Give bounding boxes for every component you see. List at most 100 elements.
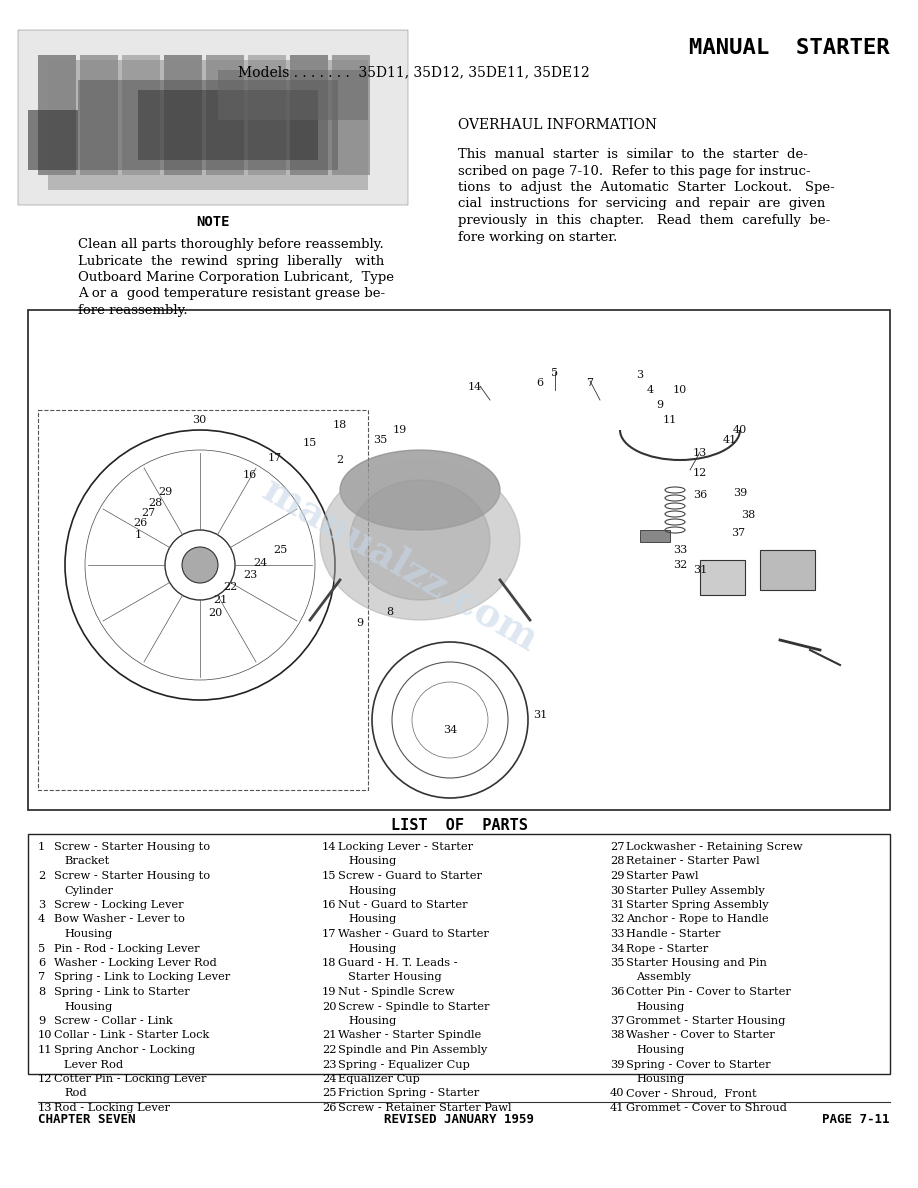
Text: Outboard Marine Corporation Lubricant,  Type: Outboard Marine Corporation Lubricant, T…	[78, 271, 394, 284]
Text: CHAPTER SEVEN: CHAPTER SEVEN	[38, 1113, 136, 1126]
Text: 26: 26	[322, 1102, 337, 1113]
Text: 18: 18	[322, 958, 337, 968]
Text: 27: 27	[141, 508, 155, 518]
Text: PAGE 7-11: PAGE 7-11	[823, 1113, 890, 1126]
Text: MANUAL  STARTER: MANUAL STARTER	[689, 38, 890, 58]
Text: 31: 31	[610, 901, 624, 910]
Bar	[122, 55, 160, 175]
Text: Guard - H. T. Leads -: Guard - H. T. Leads -	[338, 958, 458, 968]
Text: 15: 15	[322, 871, 337, 881]
Text: 29: 29	[158, 487, 173, 497]
Text: 23: 23	[322, 1060, 337, 1069]
Text: Housing: Housing	[64, 1001, 112, 1011]
Text: REVISED JANUARY 1959: REVISED JANUARY 1959	[384, 1113, 534, 1126]
Text: 39: 39	[610, 1060, 624, 1069]
Text: fore reassembly.: fore reassembly.	[78, 304, 187, 317]
Text: 39: 39	[733, 488, 747, 498]
Text: Screw - Retainer Starter Pawl: Screw - Retainer Starter Pawl	[338, 1102, 511, 1113]
Text: Spring - Cover to Starter: Spring - Cover to Starter	[626, 1060, 770, 1069]
Text: 31: 31	[532, 710, 547, 720]
Text: Cylinder: Cylinder	[64, 885, 113, 896]
Text: 22: 22	[322, 1045, 337, 1055]
Text: 23: 23	[243, 570, 257, 580]
Bar	[80, 55, 118, 175]
Text: 2: 2	[336, 455, 343, 465]
Text: 25: 25	[322, 1088, 337, 1099]
Text: 31: 31	[693, 565, 707, 575]
Text: Washer - Locking Lever Rod: Washer - Locking Lever Rod	[54, 958, 217, 968]
Text: 7: 7	[38, 973, 45, 982]
Text: Lever Rod: Lever Rod	[64, 1060, 123, 1069]
Text: 17: 17	[268, 453, 282, 463]
Text: Lockwasher - Retaining Screw: Lockwasher - Retaining Screw	[626, 842, 802, 852]
Text: 11: 11	[38, 1045, 52, 1055]
Text: 19: 19	[322, 987, 337, 997]
Text: 18: 18	[333, 421, 347, 430]
Text: manualzz.com: manualzz.com	[256, 470, 544, 659]
Bar	[206, 55, 244, 175]
Text: 14: 14	[322, 842, 337, 852]
Text: 35: 35	[610, 958, 624, 968]
Bar	[18, 30, 408, 206]
Text: 2: 2	[38, 871, 45, 881]
Text: 30: 30	[192, 415, 207, 425]
Text: Nut - Spindle Screw: Nut - Spindle Screw	[338, 987, 454, 997]
Bar	[38, 410, 368, 790]
Bar	[28, 110, 78, 170]
Bar	[48, 61, 368, 190]
Text: 24: 24	[322, 1074, 337, 1083]
Text: 41: 41	[610, 1102, 624, 1113]
Text: Washer - Starter Spindle: Washer - Starter Spindle	[338, 1030, 481, 1041]
Text: 40: 40	[610, 1088, 624, 1099]
Text: 35: 35	[373, 435, 387, 446]
Text: 14: 14	[468, 383, 482, 392]
Text: Pin - Rod - Locking Lever: Pin - Rod - Locking Lever	[54, 943, 199, 954]
Text: 38: 38	[610, 1030, 624, 1041]
Text: Housing: Housing	[348, 1016, 397, 1026]
Bar	[700, 560, 745, 595]
Text: Spring - Link to Starter: Spring - Link to Starter	[54, 987, 190, 997]
Text: Screw - Spindle to Starter: Screw - Spindle to Starter	[338, 1001, 489, 1011]
Text: Housing: Housing	[348, 943, 397, 954]
Text: Rod: Rod	[64, 1088, 86, 1099]
Text: 28: 28	[148, 498, 162, 508]
Text: 13: 13	[693, 448, 707, 459]
Bar	[78, 80, 338, 170]
Text: 6: 6	[38, 958, 45, 968]
Text: 5: 5	[38, 943, 45, 954]
Text: 40: 40	[733, 425, 747, 435]
Text: 21: 21	[213, 595, 227, 605]
Text: 9: 9	[356, 618, 364, 628]
Text: tions  to  adjust  the  Automatic  Starter  Lockout.   Spe-: tions to adjust the Automatic Starter Lo…	[458, 181, 834, 194]
Bar	[28, 310, 890, 810]
Text: Cover - Shroud,  Front: Cover - Shroud, Front	[626, 1088, 756, 1099]
Bar	[760, 550, 815, 590]
Bar	[332, 55, 370, 175]
Text: 27: 27	[610, 842, 624, 852]
Text: Starter Housing: Starter Housing	[348, 973, 442, 982]
Text: 11: 11	[663, 415, 677, 425]
Text: 19: 19	[393, 425, 407, 435]
Text: Nut - Guard to Starter: Nut - Guard to Starter	[338, 901, 467, 910]
Text: Housing: Housing	[636, 1045, 684, 1055]
Text: Spring - Equalizer Cup: Spring - Equalizer Cup	[338, 1060, 470, 1069]
Text: Lubricate  the  rewind  spring  liberally   with: Lubricate the rewind spring liberally wi…	[78, 254, 385, 267]
Bar	[248, 55, 286, 175]
Text: 5: 5	[552, 368, 558, 378]
Bar	[290, 55, 328, 175]
Text: 29: 29	[610, 871, 624, 881]
Text: LIST  OF  PARTS: LIST OF PARTS	[390, 819, 528, 833]
Text: 7: 7	[587, 378, 594, 388]
Text: 22: 22	[223, 582, 237, 592]
Text: Friction Spring - Starter: Friction Spring - Starter	[338, 1088, 479, 1099]
Text: Spindle and Pin Assembly: Spindle and Pin Assembly	[338, 1045, 487, 1055]
Text: NOTE: NOTE	[196, 215, 230, 229]
Text: Screw - Guard to Starter: Screw - Guard to Starter	[338, 871, 482, 881]
Text: Starter Housing and Pin: Starter Housing and Pin	[626, 958, 767, 968]
Text: Screw - Starter Housing to: Screw - Starter Housing to	[54, 842, 210, 852]
Text: 37: 37	[731, 527, 745, 538]
Text: Starter Pulley Assembly: Starter Pulley Assembly	[626, 885, 765, 896]
Text: Screw - Starter Housing to: Screw - Starter Housing to	[54, 871, 210, 881]
Text: Bow Washer - Lever to: Bow Washer - Lever to	[54, 915, 185, 924]
Text: Housing: Housing	[348, 857, 397, 866]
